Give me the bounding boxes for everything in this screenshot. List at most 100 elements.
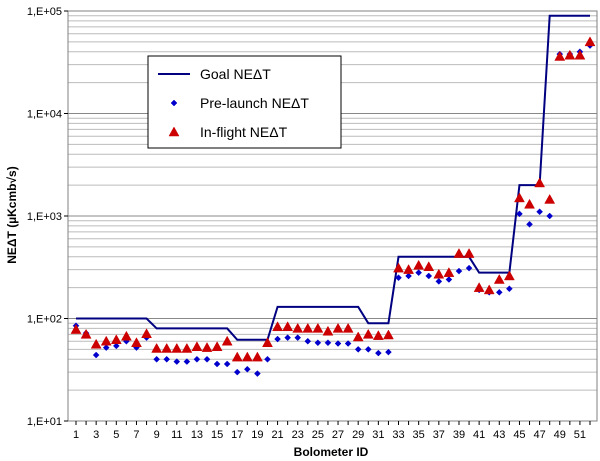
x-tick-label: 3 (93, 429, 99, 441)
data-point-pre-launch (294, 334, 302, 342)
x-tick-label: 29 (352, 429, 364, 441)
x-tick-label: 39 (453, 429, 465, 441)
data-point-pre-launch (112, 342, 120, 350)
data-point-in-flight (272, 321, 283, 332)
x-tick-label: 7 (133, 429, 139, 441)
data-point-in-flight (524, 198, 535, 209)
data-point-in-flight (574, 49, 586, 60)
data-point-pre-launch (465, 264, 473, 272)
data-point-in-flight (221, 335, 233, 346)
data-point-pre-launch (213, 360, 221, 368)
data-point-in-flight (584, 36, 596, 47)
data-point-pre-launch (536, 208, 543, 216)
data-point-pre-launch (243, 365, 251, 373)
x-tick-label: 41 (473, 429, 485, 441)
data-point-pre-launch (254, 370, 261, 377)
data-point-pre-launch (455, 267, 463, 275)
y-tick-label: 1,E+04 (27, 109, 62, 121)
data-point-in-flight (191, 341, 203, 352)
x-tick-label: 23 (292, 429, 304, 441)
y-tick-label: 1,E+03 (27, 211, 62, 223)
data-point-pre-launch (405, 272, 412, 280)
data-point-pre-launch (526, 220, 533, 228)
x-tick-label: 33 (392, 429, 404, 441)
data-point-pre-launch (233, 368, 241, 376)
data-point-in-flight (110, 334, 122, 345)
x-tick-label: 9 (154, 429, 160, 441)
x-tick-label: 47 (533, 429, 545, 441)
y-tick-label: 1,E+05 (27, 6, 62, 18)
x-tick-label: 49 (554, 429, 566, 441)
data-point-pre-launch (183, 358, 191, 365)
data-point-in-flight (181, 342, 193, 353)
data-point-in-flight (534, 177, 546, 188)
data-point-in-flight (151, 342, 163, 353)
data-point-in-flight (332, 322, 344, 333)
data-point-pre-launch (506, 285, 513, 293)
data-point-in-flight (282, 321, 294, 332)
data-point-pre-launch (516, 210, 523, 218)
data-point-in-flight (413, 259, 425, 270)
data-point-pre-launch (173, 358, 181, 365)
y-axis-title: NEΔT (µKcmb√s) (5, 166, 19, 263)
data-point-pre-launch (304, 337, 312, 345)
data-point-pre-launch (445, 276, 453, 283)
data-point-in-flight (514, 192, 525, 203)
data-point-in-flight (201, 342, 213, 352)
data-point-pre-launch (223, 360, 231, 368)
data-point-in-flight (211, 341, 223, 352)
x-tick-label: 51 (574, 429, 586, 441)
data-point-in-flight (473, 282, 485, 292)
x-tick-label: 17 (231, 429, 243, 441)
legend: Goal NEΔT Pre-launch NEΔT In-flight NEΔT (147, 55, 342, 149)
data-point-in-flight (131, 337, 142, 347)
data-point-pre-launch (163, 355, 171, 363)
data-point-in-flight (312, 322, 324, 333)
series-line-goal (76, 14, 590, 341)
x-tick-label: 31 (372, 429, 384, 441)
x-tick-label: 1 (73, 429, 79, 441)
x-tick-label: 43 (493, 429, 505, 441)
data-point-in-flight (493, 274, 505, 284)
data-point-in-flight (241, 351, 253, 362)
x-tick-label: 5 (113, 429, 119, 441)
data-point-in-flight (483, 284, 495, 295)
data-point-in-flight (161, 342, 173, 353)
series-layer (70, 14, 596, 377)
x-tick-label: 37 (433, 429, 445, 441)
data-point-pre-launch (495, 288, 503, 296)
data-point-in-flight (463, 248, 475, 258)
legend-label-pre-launch: Pre-launch NEΔT (200, 95, 309, 111)
data-point-in-flight (544, 193, 556, 204)
x-tick-label: 19 (251, 429, 263, 441)
data-point-pre-launch (415, 269, 423, 277)
data-point-pre-launch (344, 340, 352, 347)
data-point-pre-launch (284, 334, 292, 342)
legend-label-goal: Goal NEΔT (200, 66, 271, 82)
data-point-in-flight (403, 264, 415, 274)
data-point-pre-launch (435, 278, 443, 285)
data-point-in-flight (80, 328, 92, 339)
data-point-pre-launch (385, 348, 392, 356)
data-point-pre-launch (374, 349, 382, 357)
data-point-in-flight (352, 331, 364, 342)
data-point-in-flight (141, 328, 152, 338)
legend-box (147, 55, 342, 149)
data-point-in-flight (70, 324, 82, 334)
data-point-in-flight (251, 351, 263, 362)
data-point-pre-launch (102, 344, 110, 351)
data-point-in-flight (302, 322, 314, 333)
data-point-pre-launch (334, 340, 342, 347)
data-point-pre-launch (203, 355, 211, 363)
x-axis-title: Bolometer ID (294, 445, 369, 459)
data-point-in-flight (342, 322, 354, 333)
data-point-in-flight (362, 328, 374, 339)
data-point-pre-launch (92, 351, 100, 359)
x-tick-label: 45 (513, 429, 525, 441)
x-tick-label: 25 (312, 429, 324, 441)
data-point-pre-launch (364, 346, 372, 353)
data-point-in-flight (503, 270, 515, 281)
x-tick-label: 21 (271, 429, 283, 441)
